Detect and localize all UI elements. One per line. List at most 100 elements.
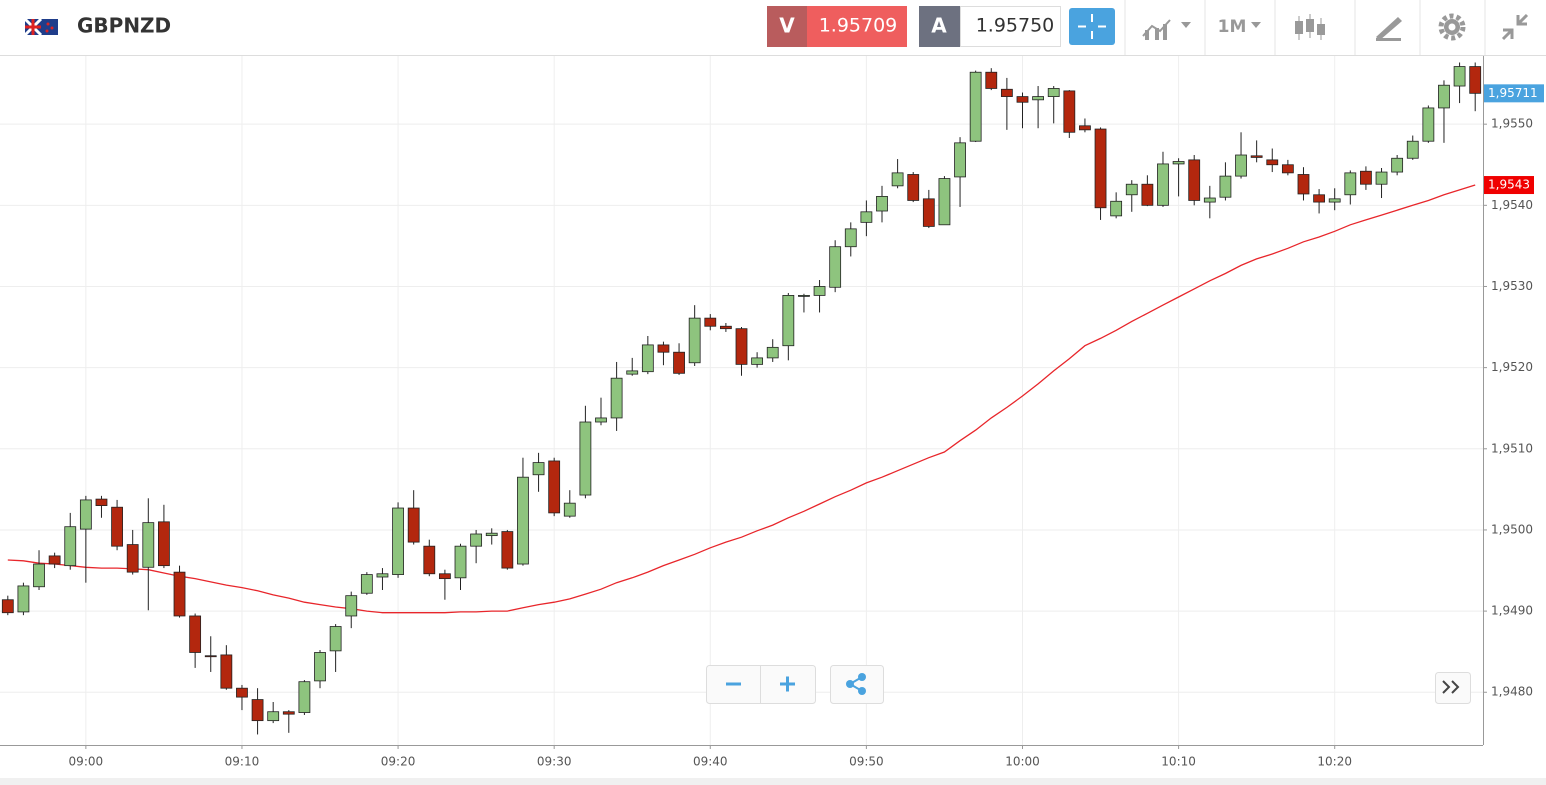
y-tick-label: 1,9530 xyxy=(1491,279,1533,293)
zoom-in-button[interactable] xyxy=(780,676,795,692)
candle xyxy=(891,159,904,189)
candle xyxy=(1297,167,1310,201)
candle-body xyxy=(1235,154,1247,177)
candle-body xyxy=(95,498,108,506)
scroll-end-button[interactable] xyxy=(1435,672,1471,704)
share-button[interactable] xyxy=(830,665,884,704)
candle-body xyxy=(485,532,498,537)
flag xyxy=(23,17,58,37)
candle xyxy=(267,701,280,724)
candle-body xyxy=(329,626,342,652)
y-tick-label: 1,9540 xyxy=(1491,198,1533,212)
candle xyxy=(392,502,404,578)
candle-body xyxy=(158,521,170,567)
candle-body xyxy=(392,507,404,575)
candle-body xyxy=(641,344,654,373)
fullscreen-button[interactable] xyxy=(1501,13,1529,41)
candle xyxy=(438,569,451,600)
candle xyxy=(1063,90,1076,138)
candle xyxy=(173,565,186,618)
candle xyxy=(1281,159,1294,176)
candle-body xyxy=(563,502,576,517)
candle xyxy=(657,341,670,366)
candle xyxy=(360,572,373,595)
candle-body xyxy=(1063,90,1076,133)
candle xyxy=(829,240,842,293)
candle xyxy=(1157,151,1169,207)
crosshair-button[interactable] xyxy=(1069,8,1115,45)
candle-body xyxy=(688,317,701,364)
candle xyxy=(1032,86,1044,129)
candle xyxy=(314,650,326,689)
candle-body xyxy=(844,228,857,248)
candle-body xyxy=(1250,155,1263,158)
chart-type-button[interactable] xyxy=(1142,19,1191,40)
candle xyxy=(563,490,576,518)
candle xyxy=(907,172,920,203)
candle-body xyxy=(1047,88,1060,97)
candle-body xyxy=(314,652,326,682)
candle-body xyxy=(579,421,592,496)
candle-body xyxy=(985,71,998,89)
candle xyxy=(579,405,592,499)
candle xyxy=(407,490,420,545)
buy-button[interactable]: A 1.95750 xyxy=(919,6,1061,47)
candle-body xyxy=(220,654,233,689)
candle-body xyxy=(204,655,217,658)
candle xyxy=(220,645,233,690)
candle-body xyxy=(1469,66,1482,94)
x-tick-label: 09:50 xyxy=(849,755,884,769)
candle xyxy=(766,339,779,362)
candle-body xyxy=(548,460,561,514)
buy-price: 1.95750 xyxy=(976,15,1055,37)
x-tick-label: 09:00 xyxy=(69,755,104,769)
candle xyxy=(470,529,483,564)
last-price-box xyxy=(1484,84,1544,103)
candle-body xyxy=(766,346,779,359)
candle xyxy=(1141,175,1154,207)
candle-body xyxy=(704,317,717,327)
draw-button[interactable] xyxy=(1376,17,1402,41)
candle xyxy=(423,539,436,577)
candle-body xyxy=(907,174,920,201)
candle xyxy=(626,357,639,376)
candle xyxy=(641,335,654,375)
sell-button[interactable]: V 1.95709 xyxy=(767,6,907,47)
candle-body xyxy=(1203,197,1216,203)
candle-body xyxy=(111,506,123,547)
candle xyxy=(860,200,873,237)
footer-strip xyxy=(0,778,1546,785)
candle-body xyxy=(1281,164,1294,174)
plot-area: 1,9480 1,9490 1,9500 1,9510 1,9520 1,9530 1,95… xyxy=(0,56,1544,769)
candle-body xyxy=(126,544,139,573)
candle-body xyxy=(1375,171,1388,185)
candle-body xyxy=(1188,159,1201,201)
candle-body xyxy=(1172,161,1185,165)
candle-body xyxy=(1453,66,1466,87)
settings-button[interactable] xyxy=(1438,13,1466,41)
candle xyxy=(688,305,701,367)
candle xyxy=(548,457,561,517)
candle xyxy=(1172,158,1185,197)
candle xyxy=(251,688,264,735)
candle xyxy=(95,495,108,518)
candle xyxy=(876,185,888,223)
candle-body xyxy=(751,357,764,365)
y-tick-label: 1,9480 xyxy=(1491,685,1533,699)
candle xyxy=(704,314,717,331)
candle xyxy=(33,550,45,590)
candle xyxy=(1125,180,1138,212)
timeframe-button[interactable]: 1M xyxy=(1218,17,1261,37)
candle-body xyxy=(267,711,280,722)
candle-body xyxy=(470,533,483,547)
candle-body xyxy=(376,573,389,578)
x-tick-label: 09:10 xyxy=(225,755,260,769)
candle xyxy=(719,322,732,332)
candle-body xyxy=(813,286,826,296)
candle-body xyxy=(189,615,202,653)
candle-body xyxy=(1032,96,1044,101)
candle-body xyxy=(938,178,951,226)
candles-button[interactable] xyxy=(1295,14,1325,40)
candle xyxy=(751,352,764,368)
